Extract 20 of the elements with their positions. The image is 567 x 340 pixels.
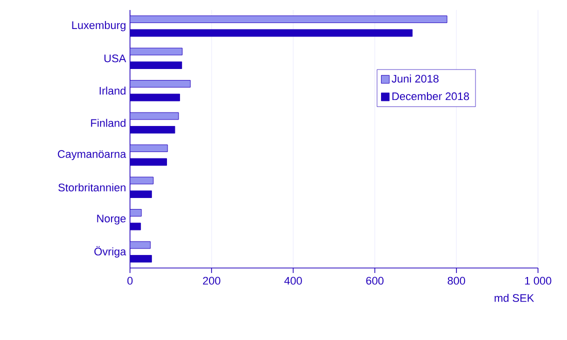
y-tick-label: Storbritannien	[58, 183, 126, 192]
y-tick-label: Caymanöarna	[58, 150, 126, 160]
x-tick-label: 200	[203, 276, 220, 285]
y-tick-label: Irland	[100, 86, 126, 95]
x-tick-label: 600	[366, 276, 384, 285]
x-tick-label: 800	[448, 276, 466, 285]
y-tick-label: Övriga	[94, 246, 126, 258]
bar	[130, 16, 448, 24]
y-tick-label: Luxemburg	[72, 21, 126, 32]
legend-label: December 2018	[392, 92, 469, 100]
x-tick-label: 1 000	[525, 276, 552, 285]
y-tick-label: USA	[104, 54, 126, 62]
bar	[130, 144, 168, 152]
x-tick-label: 400	[284, 276, 302, 285]
y-tick-label: Norge	[97, 214, 126, 225]
y-tick-label: Finland	[91, 118, 126, 127]
bar	[130, 80, 191, 88]
x-axis-title: md SEK	[494, 294, 534, 302]
x-tick-label: 0	[127, 276, 133, 285]
legend-label: Juni 2018	[392, 74, 439, 83]
